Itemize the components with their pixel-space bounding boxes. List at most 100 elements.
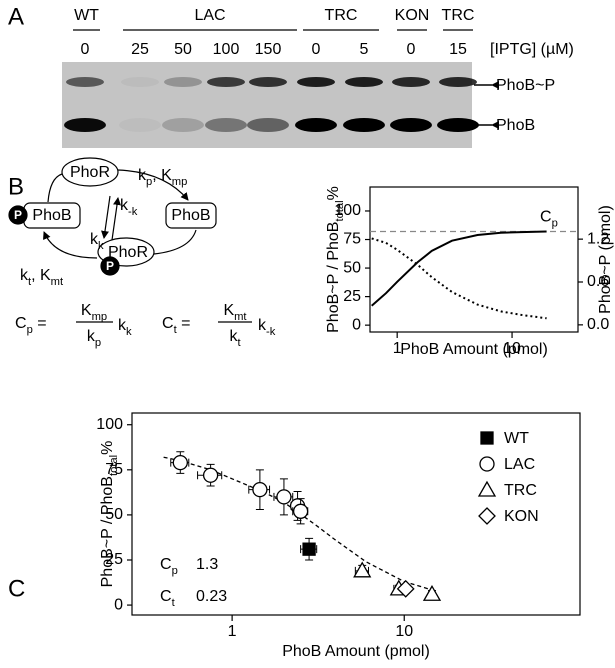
cycle-diagram [8,157,252,323]
annotation-value: 1.3 [196,556,218,573]
text-part: p [27,324,33,336]
formula-text: Kmp [81,302,107,323]
strain-label: WT [74,7,99,24]
marker-diamond [478,507,496,525]
text-part: k [98,240,104,252]
text-part: t [172,597,176,609]
panel-label: C [8,575,25,602]
node-label: PhoB [171,207,210,224]
gel-band [164,77,202,87]
text-part: mp [92,311,108,323]
arrow [111,197,121,241]
y-tick-label: 25 [343,288,361,305]
text-part: % [99,441,116,455]
text-part: = [177,315,191,332]
x-tick-label: 10 [503,340,521,357]
text-part: p [552,217,558,229]
formula-text: kp [87,328,101,349]
plot-frame [369,186,579,333]
strain-label: TRC [442,7,475,24]
text-part: k [90,231,99,248]
gel-band [66,77,104,87]
x-tick-label: 1 [228,623,237,640]
text-part: -k [266,326,276,338]
iptg-value: 50 [174,41,192,58]
text-part: k [258,317,267,334]
gel-band [390,118,432,132]
iptg-value: 5 [360,41,369,58]
text-part: total [334,200,346,221]
text-part: mp [172,176,188,188]
text-part: k [120,197,129,214]
node-label: PhoR [108,244,148,261]
gel-band [439,77,477,87]
strain-label: TRC [325,7,358,24]
text-part: p [146,176,152,188]
arrow [117,169,189,201]
legend-label: KON [504,508,539,525]
gel-band [392,77,430,87]
gel [62,62,479,148]
gel-band [64,118,106,132]
text-part: C [540,209,552,226]
y-tick-label: 0 [114,596,123,613]
text-part: PhoB~P / PhoB [325,222,342,333]
gel-band [162,118,204,132]
text-part: C [15,315,27,332]
gel-band [295,118,337,132]
formula-text: kk [118,317,132,338]
text-part: K [223,302,234,319]
strain-label: LAC [194,7,225,24]
y2-tick-label: 1.2 [587,230,609,247]
plot-frame [131,412,581,616]
gel-band [437,118,479,132]
reference-label: Cp [540,209,558,230]
text-part: p [172,565,178,577]
panel-label: B [8,173,24,200]
iptg-value: 0 [81,41,90,58]
formula-text: Ct = [162,315,190,336]
panel-label: A [8,3,24,30]
y-tick-label: 25 [105,551,123,568]
y-axis-label: PhoB~P / PhoBtotal% [325,186,346,333]
phospho-circle [100,256,120,276]
text-part: C [160,588,172,605]
y2-tick-label: 0.6 [587,273,609,290]
node-shape [61,157,119,187]
phospho-label: P [14,208,22,222]
marker-circle [202,467,219,483]
text-part: k [118,317,127,334]
legend-label: WT [504,430,529,447]
y-tick-label: 75 [343,231,361,248]
legend-label: LAC [504,456,535,473]
text-part: mt [234,311,247,323]
marker-square [302,542,316,556]
text-part: p [95,337,101,349]
gel-band [297,77,335,87]
gel-band [343,118,385,132]
iptg-value: 25 [131,41,149,58]
text-part: K [81,302,92,319]
node-shape [165,202,217,229]
marker-triangle [477,480,497,497]
rate-label: kt, Kmt [20,267,64,288]
y-tick-label: 0 [352,316,361,333]
marker-triangle [353,561,372,578]
phospho-label: P [106,259,114,273]
text-part: k [20,267,29,284]
y-tick-label: 75 [105,461,123,478]
y-tick-label: 100 [96,416,123,433]
rate-label: kk [90,231,104,252]
marker-circle [276,489,292,505]
formula-text: kt [229,328,241,349]
gel-band [345,77,383,87]
y-tick-label: 50 [105,506,123,523]
rate-label: k-k [120,197,138,218]
text-part: t [174,324,178,336]
x-axis-label: PhoB Amount (pmol) [400,341,548,358]
marker-diamond [396,579,415,598]
iptg-value: 0 [312,41,321,58]
y-axis-label: PhoB~P / PhoBtotal% [99,441,120,588]
y-tick-label: 100 [334,202,361,219]
gel-band [207,77,245,87]
